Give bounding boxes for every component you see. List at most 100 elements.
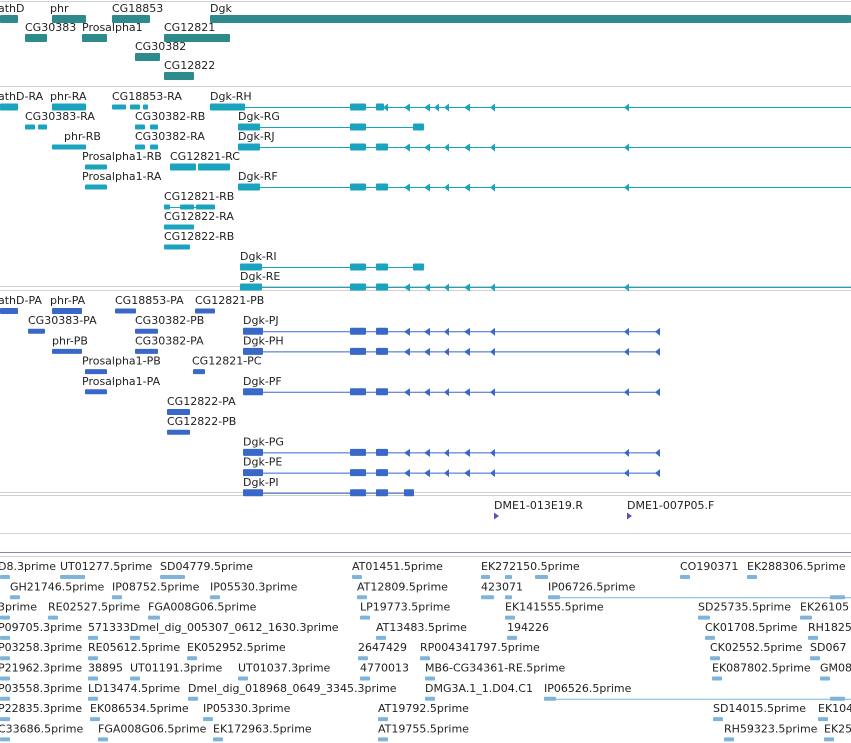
feature-ek141555-5prime[interactable]: EK141555.5prime (505, 601, 604, 620)
feature-cg12821-rc[interactable]: CG12821-RC (170, 150, 240, 171)
feature-sd14015-5prime[interactable]: SD14015.5prime (713, 702, 806, 722)
feature-sd25735-5prime[interactable]: SD25735.5prime (698, 601, 791, 620)
feature-athd[interactable]: athD (0, 2, 25, 23)
feature-ck01708-5prime[interactable]: CK01708.5prime (705, 621, 798, 640)
feature-ek086534-5prime[interactable]: EK086534.5prime (90, 702, 189, 722)
feature-ek272150-5prime[interactable]: EK272150.5prime (481, 560, 580, 579)
feature-3prime[interactable]: 3prime (0, 601, 37, 620)
feature-dgk-rh[interactable]: Dgk-RH (210, 90, 851, 112)
feature-cg30382-pb[interactable]: CG30382-PB (135, 314, 204, 334)
feature-at19792-5prime[interactable]: AT19792.5prime (378, 702, 469, 722)
feature-cg30382-rb[interactable]: CG30382-RB (135, 110, 205, 130)
feature-prosalpha1[interactable]: Prosalpha1 (82, 21, 143, 42)
feature-cg18853-ra[interactable]: CG18853-RA (112, 90, 182, 110)
feature-phr-pa[interactable]: phr-PA (50, 294, 86, 314)
feature-ld13474-5prime[interactable]: LD13474.5prime (88, 682, 180, 701)
feature-prosalpha1-pb[interactable]: Prosalpha1-PB (82, 355, 161, 375)
feature-38895[interactable]: 38895 (88, 662, 123, 681)
feature-dgk-pg[interactable]: Dgk-PG (243, 435, 660, 457)
feature-p09705-3prime[interactable]: P09705.3prime (0, 621, 82, 640)
feature-gm08[interactable]: GM08 (820, 662, 851, 681)
feature-rh1825[interactable]: RH1825 (808, 621, 851, 640)
feature-4770013[interactable]: 4770013 (360, 662, 409, 681)
feature-c33686-5prime[interactable]: C33686.5prime (0, 722, 83, 742)
feature-571333[interactable]: 571333 (88, 621, 130, 640)
feature-phr-rb[interactable]: phr-RB (52, 130, 101, 150)
feature-ip06526-5prime[interactable]: IP06526.5prime (544, 682, 851, 701)
feature-cg12821[interactable]: CG12821 (164, 21, 230, 42)
feature-cg18853-pa[interactable]: CG18853-PA (115, 294, 184, 314)
feature-dgk-pi[interactable]: Dgk-PI (243, 476, 414, 497)
feature-dgk-rj[interactable]: Dgk-RJ (238, 130, 851, 152)
feature-cg12822[interactable]: CG12822 (164, 59, 215, 80)
feature-re05612-5prime[interactable]: RE05612.5prime (88, 641, 180, 661)
feature-athd-pa[interactable]: athD-PA (0, 294, 42, 314)
feature-prosalpha1-pa[interactable]: Prosalpha1-PA (82, 375, 161, 395)
feature-dgk-rf[interactable]: Dgk-RF (238, 170, 851, 192)
feature-phr[interactable]: phr (50, 2, 86, 23)
feature-p03258-3prime[interactable]: P03258.3prime (0, 641, 82, 661)
feature-ek087802-5prime[interactable]: EK087802.5prime (712, 662, 811, 681)
feature-dgk-re[interactable]: Dgk-RE (240, 270, 851, 292)
feature-at01451-5prime[interactable]: AT01451.5prime (352, 560, 443, 579)
feature-ut01277-5prime[interactable]: UT01277.5prime (60, 560, 153, 579)
feature-dgk-ri[interactable]: Dgk-RI (240, 250, 424, 271)
feature-dgk-ph[interactable]: Dgk-PH (243, 334, 660, 356)
feature-prosalpha1-rb[interactable]: Prosalpha1-RB (82, 150, 162, 170)
feature-cg30383[interactable]: CG30383 (25, 21, 76, 42)
feature-423071[interactable]: 423071 (481, 580, 523, 600)
feature-cg12822-rb[interactable]: CG12822-RB (164, 230, 234, 250)
feature-ek288306-5prime[interactable]: EK288306.5prime (747, 560, 846, 579)
feature-sd04779-5prime[interactable]: SD04779.5prime (160, 560, 253, 579)
feature-ip06726-5prime[interactable]: IP06726.5prime (548, 580, 851, 600)
feature-p22835-3prime[interactable]: P22835.3prime (0, 702, 82, 722)
feature-lp19773-5prime[interactable]: LP19773.5prime (360, 601, 451, 620)
feature-at19755-5prime[interactable]: AT19755.5prime (378, 722, 469, 742)
feature-ut01037-3prime[interactable]: UT01037.3prime (238, 662, 331, 681)
feature-ip05330-3prime[interactable]: IP05330.3prime (203, 702, 291, 722)
feature-ck02552-5prime[interactable]: CK02552.5prime (710, 641, 803, 661)
feature-cg30383-ra[interactable]: CG30383-RA (25, 110, 95, 130)
feature-gh21746-5prime[interactable]: GH21746.5prime (10, 580, 105, 600)
feature-cg30382[interactable]: CG30382 (135, 40, 186, 61)
feature-cg12822-pb[interactable]: CG12822-PB (167, 415, 236, 435)
feature-dmg3a-1-1-d04-c1[interactable]: DMG3A.1_1.D04.C1 (425, 682, 533, 701)
feature-cg30382-ra[interactable]: CG30382-RA (135, 130, 205, 150)
feature-d8-3prime[interactable]: D8.3prime (0, 560, 56, 579)
feature-rp004341797-5prime[interactable]: RP004341797.5prime (420, 641, 540, 661)
feature-dgk[interactable]: Dgk (210, 2, 851, 23)
feature-ip08752-5prime[interactable]: IP08752.5prime (112, 580, 200, 600)
feature-co190371[interactable]: CO190371 (680, 560, 738, 579)
feature-athd-ra[interactable]: athD-RA (0, 90, 44, 111)
feature-phr-ra[interactable]: phr-RA (50, 90, 87, 111)
feature-p03558-3prime[interactable]: P03558.3prime (0, 682, 82, 701)
feature-prosalpha1-ra[interactable]: Prosalpha1-RA (82, 170, 162, 190)
feature-ek104[interactable]: EK104 (818, 702, 851, 722)
feature-cg12822-ra[interactable]: CG12822-RA (164, 210, 234, 230)
feature-mb6-cg34361-re-5prime[interactable]: MB6-CG34361-RE.5prime (425, 662, 566, 681)
feature-ek172963-5prime[interactable]: EK172963.5prime (213, 722, 312, 742)
feature-dgk-rg[interactable]: Dgk-RG (238, 110, 424, 131)
feature-at13483-5prime[interactable]: AT13483.5prime (376, 621, 467, 640)
feature-dme1-013e19-r[interactable]: DME1-013E19.R (494, 499, 583, 520)
feature-ek25[interactable]: EK25 (824, 722, 851, 742)
feature-cg30382-pa[interactable]: CG30382-PA (135, 334, 204, 354)
feature-ut01191-3prime[interactable]: UT01191.3prime (130, 662, 223, 681)
feature-dme1-007p05-f[interactable]: DME1-007P05.F (627, 499, 714, 520)
feature-dgk-pf[interactable]: Dgk-PF (243, 375, 660, 397)
feature-cg12821-pc[interactable]: CG12821-PC (192, 355, 262, 375)
feature-p21962-3prime[interactable]: P21962.3prime (0, 662, 82, 681)
feature-cg12821-pb[interactable]: CG12821-PB (195, 294, 264, 314)
feature-re02527-5prime[interactable]: RE02527.5prime (48, 601, 140, 620)
feature-2647429[interactable]: 2647429 (358, 641, 407, 661)
feature-ek26105[interactable]: EK26105 (800, 601, 849, 620)
feature-dgk-pj[interactable]: Dgk-PJ (243, 314, 660, 336)
feature-phr-pb[interactable]: phr-PB (52, 334, 88, 354)
feature-cg18853[interactable]: CG18853 (112, 2, 163, 23)
feature-194226[interactable]: 194226 (507, 621, 549, 640)
feature-sd067[interactable]: SD067 (810, 641, 846, 661)
feature-at12809-5prime[interactable]: AT12809.5prime (357, 580, 448, 600)
feature-fga008g06-5prime[interactable]: FGA008G06.5prime (148, 601, 257, 620)
